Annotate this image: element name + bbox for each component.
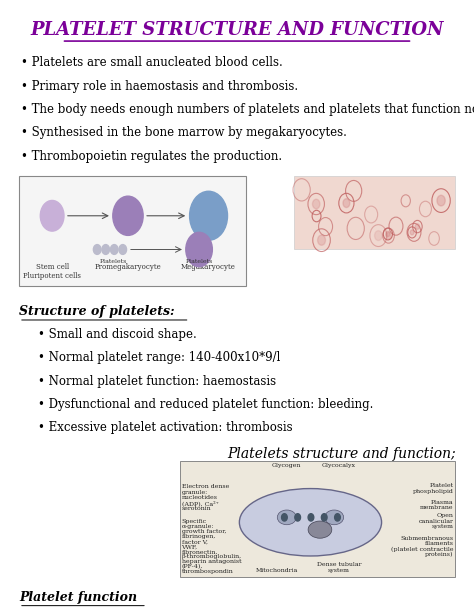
Text: Plasma
membrane: Plasma membrane [420, 500, 454, 510]
Text: Promegakaryocyte: Promegakaryocyte [95, 263, 161, 271]
Text: • The body needs enough numbers of platelets and platelets that function normall: • The body needs enough numbers of plate… [21, 103, 474, 116]
Circle shape [190, 191, 228, 240]
Circle shape [386, 232, 391, 239]
Circle shape [186, 232, 212, 267]
Text: Specific
α-granule:
growth factor,
fibrinogen,
factor V,
VWF,
fibronectin,
β-thr: Specific α-granule: growth factor, fibri… [182, 519, 242, 574]
Text: Glycogen: Glycogen [272, 463, 301, 468]
Circle shape [102, 245, 109, 254]
Circle shape [335, 514, 340, 521]
Text: Mitochondria: Mitochondria [256, 568, 299, 573]
Text: • Platelets are small anucleated blood cells.: • Platelets are small anucleated blood c… [21, 56, 283, 69]
Text: • Normal platelet function: haemostasis: • Normal platelet function: haemostasis [38, 375, 276, 387]
Circle shape [343, 199, 350, 208]
Circle shape [119, 245, 127, 254]
Text: Platelet
phospholipid: Platelet phospholipid [413, 484, 454, 493]
Circle shape [374, 230, 382, 240]
Circle shape [386, 231, 390, 237]
Text: • Primary role in haemostasis and thrombosis.: • Primary role in haemostasis and thromb… [21, 80, 299, 93]
Ellipse shape [277, 510, 296, 525]
Text: • Small and discoid shape.: • Small and discoid shape. [38, 328, 197, 341]
Text: Glycocalyx: Glycocalyx [322, 463, 356, 468]
Circle shape [295, 514, 301, 521]
FancyBboxPatch shape [19, 176, 246, 286]
Circle shape [40, 200, 64, 231]
Text: Platelets: Platelets [100, 259, 128, 264]
Circle shape [437, 196, 445, 206]
Circle shape [312, 199, 320, 209]
Circle shape [318, 235, 326, 245]
Ellipse shape [239, 489, 382, 556]
Text: PLATELET STRUCTURE AND FUNCTION: PLATELET STRUCTURE AND FUNCTION [30, 21, 444, 39]
Text: • Synthesised in the bone marrow by megakaryocytes.: • Synthesised in the bone marrow by mega… [21, 126, 347, 139]
Text: Platelets: Platelets [185, 259, 213, 264]
Circle shape [113, 196, 143, 235]
Text: • Dysfunctional and reduced platelet function: bleeding.: • Dysfunctional and reduced platelet fun… [38, 398, 374, 411]
Circle shape [93, 245, 101, 254]
Text: Submembranous
filaments
(platelet contractile
proteins): Submembranous filaments (platelet contra… [391, 536, 454, 557]
Circle shape [321, 514, 327, 521]
Text: • Thrombopoietin regulates the production.: • Thrombopoietin regulates the productio… [21, 150, 283, 162]
Text: Platelet function: Platelet function [19, 591, 137, 604]
Text: Platelets structure and function;: Platelets structure and function; [227, 447, 456, 462]
Text: • Excessive platelet activation: thrombosis: • Excessive platelet activation: thrombo… [38, 421, 292, 434]
Text: Electron dense
granule:
nucleotides
(ADP), Ca²⁺
serotonin: Electron dense granule: nucleotides (ADP… [182, 484, 229, 511]
Circle shape [415, 224, 419, 229]
Circle shape [308, 514, 314, 521]
Text: Open
canalicular
system: Open canalicular system [419, 513, 454, 529]
Text: Stem cell
Pluripotent cells: Stem cell Pluripotent cells [23, 263, 81, 280]
Ellipse shape [308, 521, 332, 538]
Circle shape [282, 514, 287, 521]
Text: Structure of platelets:: Structure of platelets: [19, 305, 174, 318]
Circle shape [110, 245, 118, 254]
Ellipse shape [325, 510, 344, 525]
Circle shape [410, 230, 414, 235]
FancyBboxPatch shape [180, 461, 455, 577]
Text: • Normal platelet range: 140-400x10*9/l: • Normal platelet range: 140-400x10*9/l [38, 351, 280, 364]
Text: Megakaryocyte: Megakaryocyte [181, 263, 236, 271]
Text: Dense tubular
system: Dense tubular system [317, 562, 361, 573]
FancyBboxPatch shape [294, 176, 455, 249]
